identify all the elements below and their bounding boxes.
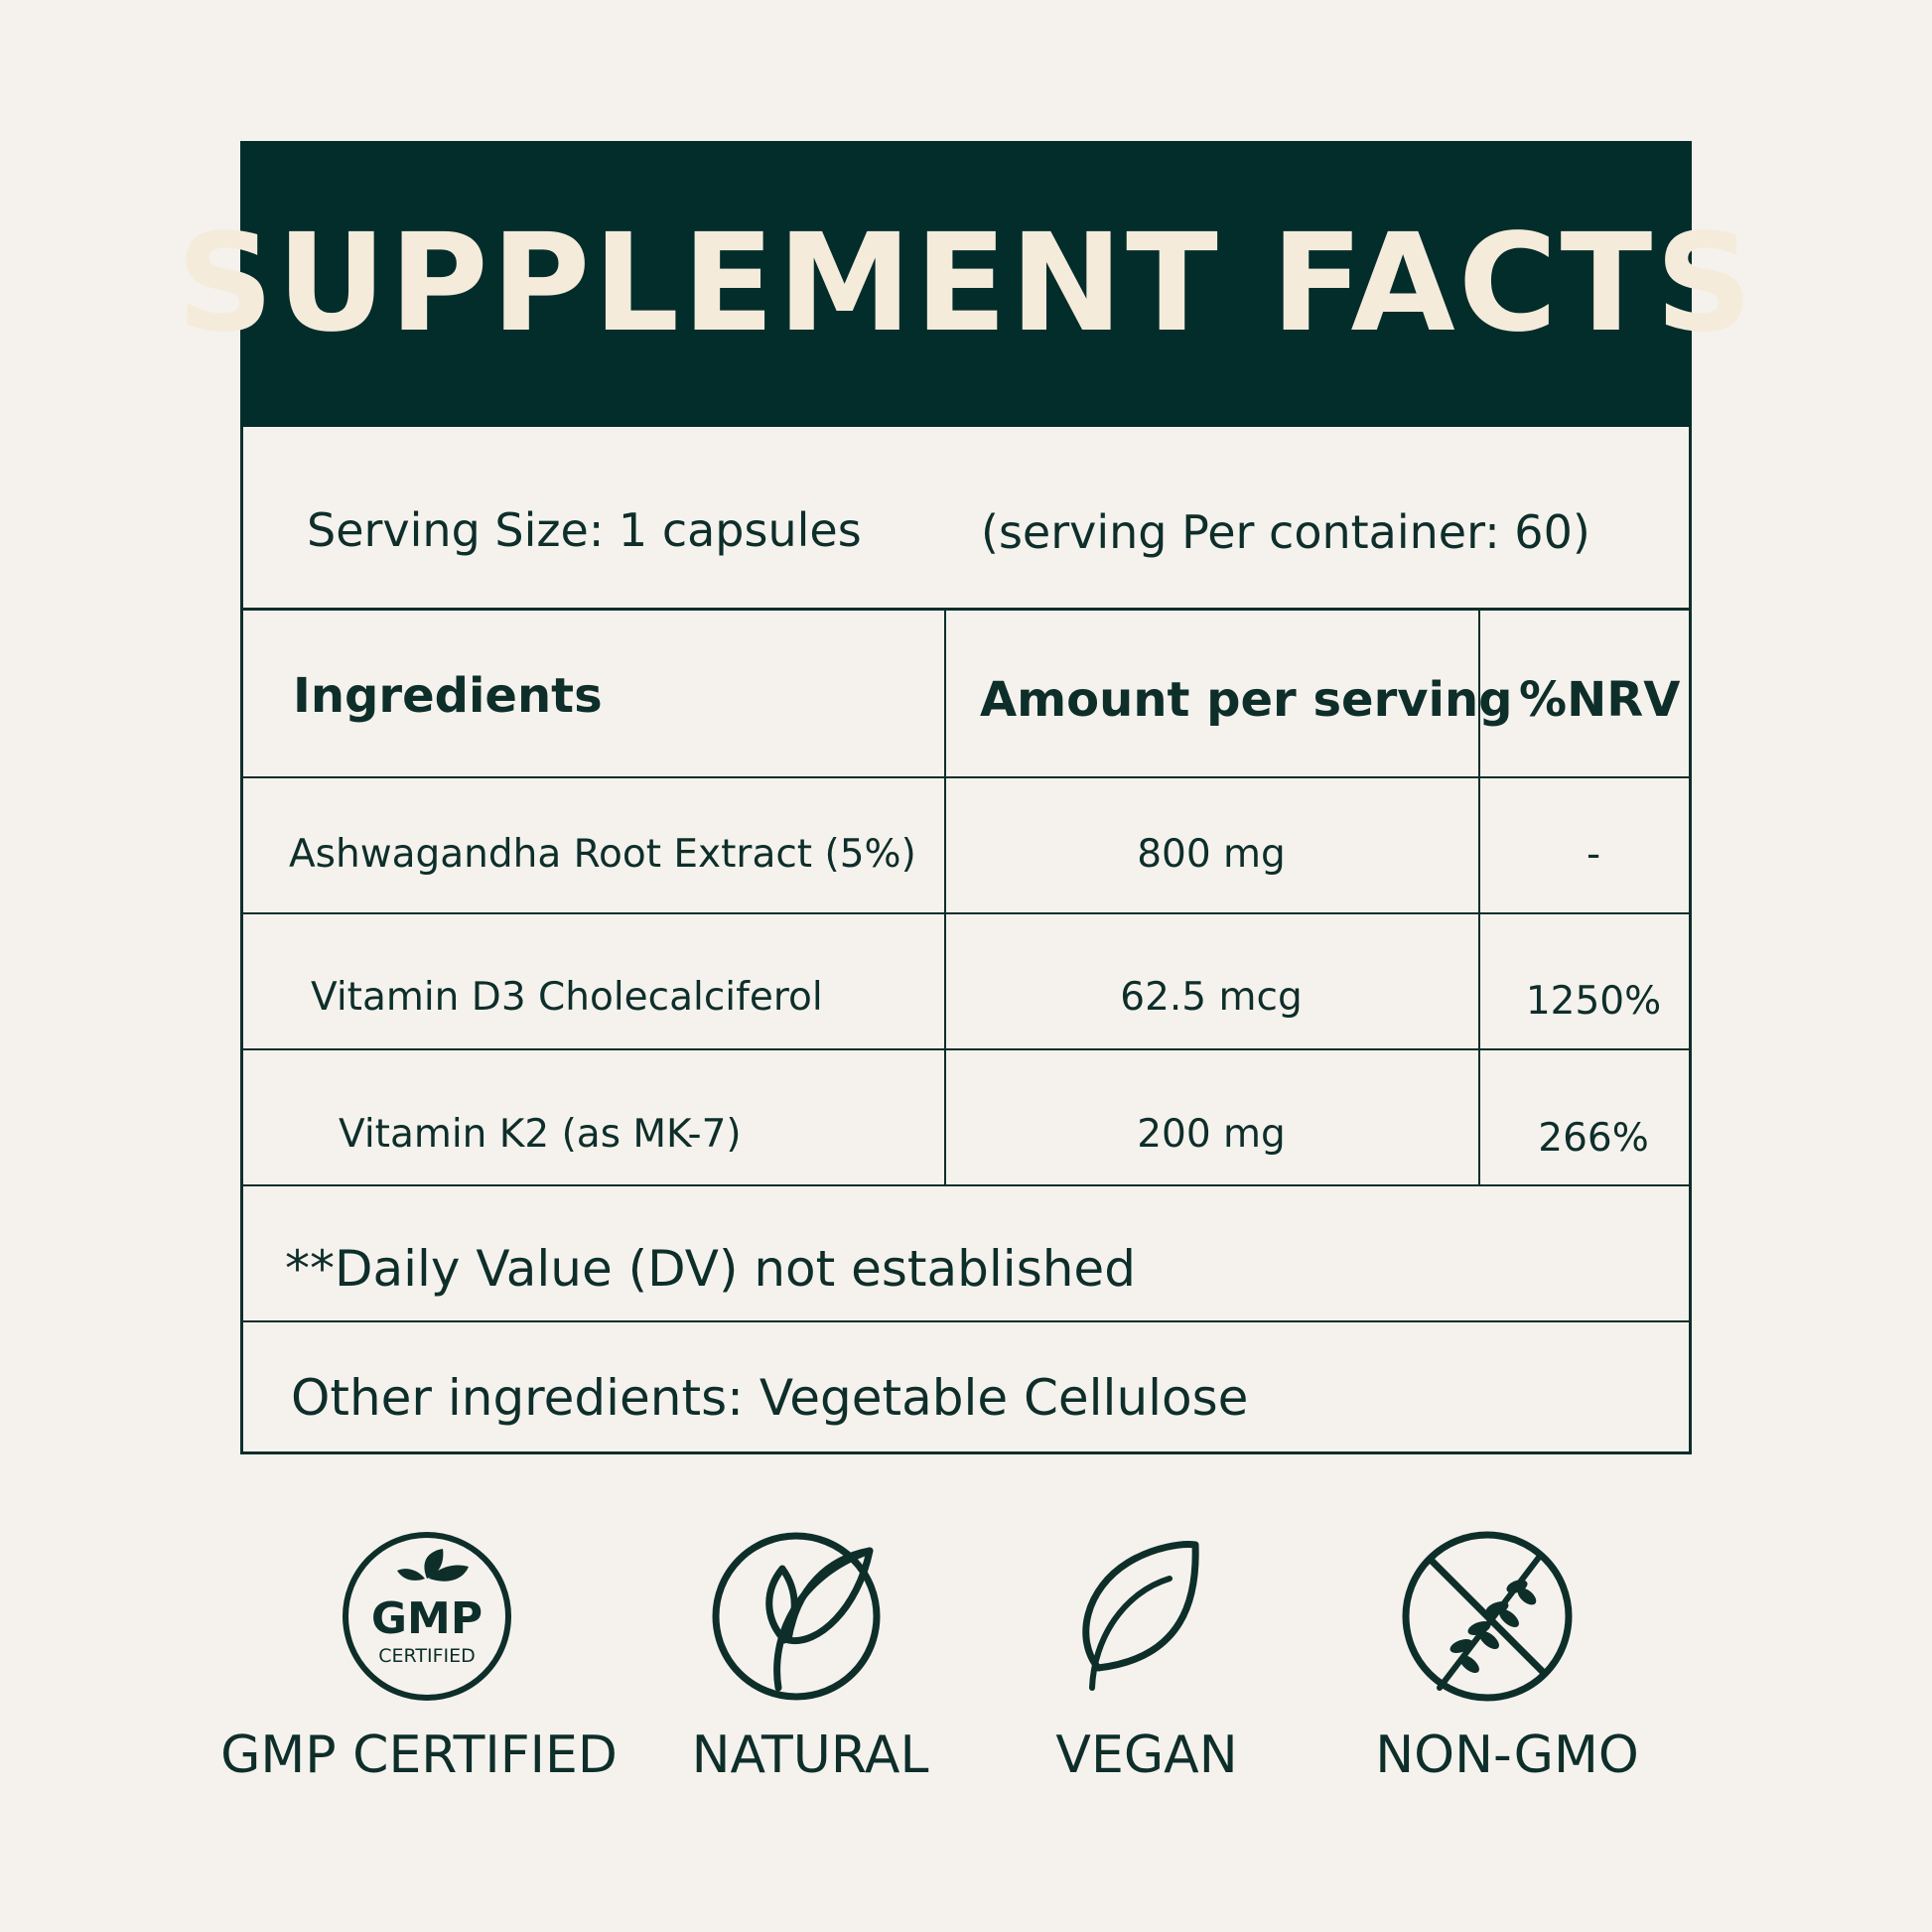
column-header-ingredients: Ingredients (293, 668, 603, 724)
ingredient-name: Vitamin D3 Cholecalciferol (311, 975, 823, 1020)
svg-text:GMP: GMP (371, 1593, 483, 1644)
svg-text:CERTIFIED: CERTIFIED (378, 1645, 475, 1667)
leaf-icon (1082, 1541, 1199, 1691)
crossed-wheat-icon (1402, 1531, 1573, 1702)
badge-label-vegan: VEGAN (1055, 1725, 1238, 1785)
ingredient-amount: 800 mg (1137, 832, 1286, 877)
serving-size: Serving Size: 1 capsules (307, 503, 862, 557)
ingredient-nrv: 266% (1538, 1116, 1649, 1161)
ingredient-name: Vitamin K2 (as MK-7) (339, 1112, 742, 1157)
column-header-amount: Amount per serving (980, 672, 1513, 728)
ingredient-amount: 200 mg (1137, 1112, 1286, 1157)
leaf-circle-icon (712, 1532, 881, 1701)
badge-label-gmp: GMP CERTIFIED (220, 1725, 618, 1785)
servings-per-container: (serving Per container: 60) (981, 505, 1590, 559)
ingredient-nrv: 1250% (1525, 979, 1662, 1024)
panel-header: SUPPLEMENT FACTS (177, 141, 1752, 427)
column-divider (1478, 610, 1480, 1185)
divider (243, 608, 1689, 611)
ingredient-amount: 62.5 mcg (1120, 975, 1303, 1020)
ingredient-nrv: - (1586, 832, 1601, 877)
badge-label-natural: NATURAL (691, 1725, 929, 1785)
gmp-certified-icon: GMP CERTIFIED (343, 1532, 511, 1701)
divider (243, 1048, 1689, 1050)
divider (243, 776, 1689, 778)
ingredient-name: Ashwagandha Root Extract (5%) (289, 832, 916, 877)
divider (243, 912, 1689, 914)
other-ingredients: Other ingredients: Vegetable Cellulose (291, 1369, 1249, 1427)
supplement-facts-panel: SUPPLEMENT FACTS Serving Size: 1 capsule… (177, 141, 1752, 1454)
column-divider (944, 610, 946, 1185)
column-header-nrv: %NRV (1519, 672, 1681, 728)
divider (243, 1320, 1689, 1322)
daily-value-footnote: **Daily Value (DV) not established (285, 1240, 1136, 1298)
divider (243, 1184, 1689, 1186)
panel-title: SUPPLEMENT FACTS (176, 206, 1756, 362)
badge-label-non-gmo: NON-GMO (1375, 1725, 1639, 1785)
